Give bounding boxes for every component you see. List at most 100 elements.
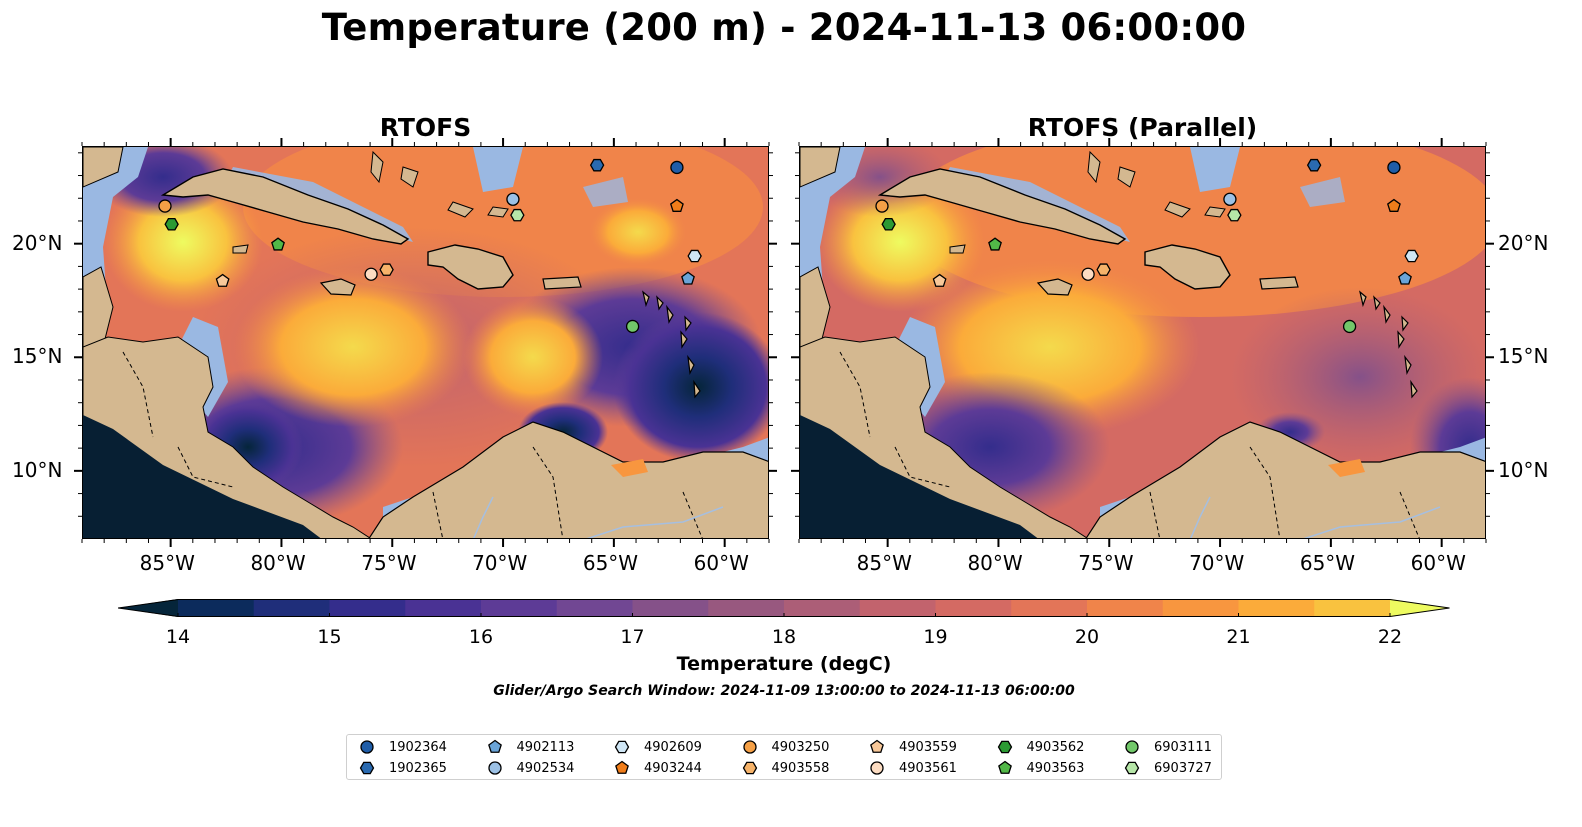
legend-label: 4903558 [771, 760, 830, 776]
lat-tick-label: 10°N [1498, 457, 1549, 482]
station-marker-4903244 [1386, 198, 1401, 212]
colorbar-tick-label: 19 [923, 626, 948, 648]
colorbar-extend-min [118, 599, 178, 617]
legend-label: 4903561 [899, 760, 957, 776]
station-marker-4903563 [988, 237, 1002, 251]
colorbar-label: Temperature (degC) [676, 653, 892, 675]
lon-tick-label: 75°W [361, 551, 417, 575]
legend-item-4903558: 4903558 [740, 758, 830, 778]
legend-item-4903250: 4903250 [740, 737, 830, 757]
legend-label: 4902534 [516, 760, 575, 776]
lon-tick-label: 65°W [582, 551, 639, 575]
colorbar-segment [556, 599, 634, 617]
colorbar-tick-label: 21 [1226, 626, 1251, 648]
station-marker-6903111 [625, 319, 640, 334]
colorbar-tick-label: 22 [1377, 626, 1403, 648]
lat-tick-label: 20°N [1498, 230, 1549, 255]
station-marker-4903562 [164, 217, 179, 231]
hexagon-marker-icon [359, 761, 375, 775]
station-marker-4903558 [1096, 263, 1111, 276]
colorbar-segment [1011, 599, 1088, 617]
station-marker-4902113 [681, 271, 695, 285]
station-marker-1902365 [1306, 158, 1322, 172]
legend-label: 4902113 [516, 739, 575, 755]
legend-label: 4903250 [771, 739, 830, 755]
lon-tick-label: 75°W [1078, 551, 1134, 575]
colorbar-segment [405, 599, 482, 617]
figure-title: Temperature (200 m) - 2024-11-13 06:00:0… [321, 6, 1247, 49]
circle-marker-icon [360, 740, 374, 754]
station-marker-4902113 [1398, 271, 1412, 285]
station-marker-4903250 [875, 199, 889, 213]
station-marker-4903562 [881, 217, 896, 231]
circle-marker-icon [742, 740, 757, 754]
legend-item-1902364: 1902364 [357, 737, 447, 757]
lat-tick-label: 15°N [12, 344, 63, 369]
station-marker-4902534 [506, 192, 520, 206]
lon-tick-label: 80°W [250, 551, 306, 575]
colorbar-segment [708, 599, 785, 617]
lon-tick-label: 70°W [1189, 551, 1245, 575]
legend-label: 4903559 [899, 739, 957, 755]
station-marker-4903244 [669, 198, 684, 212]
station-marker-4903561 [1081, 267, 1095, 281]
colorbar-segment [329, 599, 406, 617]
legend-item-4903562: 4903562 [995, 737, 1085, 757]
legend-label: 4903244 [644, 760, 702, 776]
station-marker-4903561 [364, 267, 378, 281]
station-marker-4903559 [932, 273, 947, 287]
circle-marker-icon [1125, 740, 1139, 754]
panel-title-rtofs-parallel: RTOFS (Parallel) [1027, 113, 1258, 142]
lat-tick-label: 15°N [1498, 344, 1549, 369]
station-marker-1902365 [589, 158, 605, 172]
legend-label: 4902609 [644, 739, 702, 755]
colorbar-segment [1314, 599, 1391, 617]
legend-item-4903244: 4903244 [612, 758, 702, 778]
legend-item-6903727: 6903727 [1122, 758, 1212, 778]
panel-title-rtofs: RTOFS [379, 113, 472, 142]
hexagon-marker-icon [742, 761, 757, 775]
map-panel-rtofs [82, 146, 769, 539]
hexagon-marker-icon [997, 740, 1012, 754]
station-marker-4903563 [271, 237, 285, 251]
colorbar-tick-label: 18 [771, 626, 797, 648]
lon-tick-label: 60°W [1410, 551, 1466, 575]
station-marker-4902609 [687, 249, 702, 263]
legend-item-4902609: 4902609 [612, 737, 702, 757]
station-marker-4903559 [215, 273, 230, 287]
lon-tick-label: 85°W [139, 551, 195, 575]
legend-label: 1902365 [389, 760, 447, 776]
circle-marker-icon [870, 761, 884, 775]
colorbar-segment [178, 599, 255, 617]
legend-item-4903559: 4903559 [867, 737, 957, 757]
legend-item-4902113: 4902113 [485, 737, 575, 757]
colorbar [118, 599, 1450, 617]
legend-label: 4903563 [1026, 760, 1085, 776]
station-marker-6903727 [1227, 208, 1242, 222]
legend-item-6903111: 6903111 [1122, 737, 1212, 757]
lon-tick-label: 60°W [693, 551, 749, 575]
colorbar-extend-max [1390, 599, 1450, 617]
station-marker-6903727 [510, 208, 525, 222]
colorbar-tick-label: 14 [165, 626, 191, 648]
lon-tick-label: 65°W [1299, 551, 1356, 575]
pentagon-marker-icon [997, 760, 1012, 774]
legend-item-4903563: 4903563 [995, 758, 1085, 778]
station-marker-1902364 [1387, 160, 1401, 175]
legend-label: 1902364 [389, 739, 447, 755]
colorbar-tick-label: 16 [468, 626, 494, 648]
legend-item-4902534: 4902534 [485, 758, 575, 778]
legend-item-1902365: 1902365 [357, 758, 447, 778]
colorbar-tick-label: 15 [317, 626, 342, 648]
hexagon-marker-icon [1124, 761, 1140, 775]
station-marker-6903111 [1342, 319, 1357, 334]
colorbar-segment [481, 599, 558, 617]
lat-tick-label: 10°N [12, 457, 63, 482]
colorbar-segment [859, 599, 937, 617]
map-panel-rtofs-parallel [799, 146, 1486, 539]
legend-label: 4903562 [1026, 739, 1085, 755]
lon-tick-label: 70°W [472, 551, 528, 575]
colorbar-segment [1087, 599, 1164, 617]
colorbar-segment [1162, 599, 1240, 617]
pentagon-marker-icon [615, 760, 629, 774]
